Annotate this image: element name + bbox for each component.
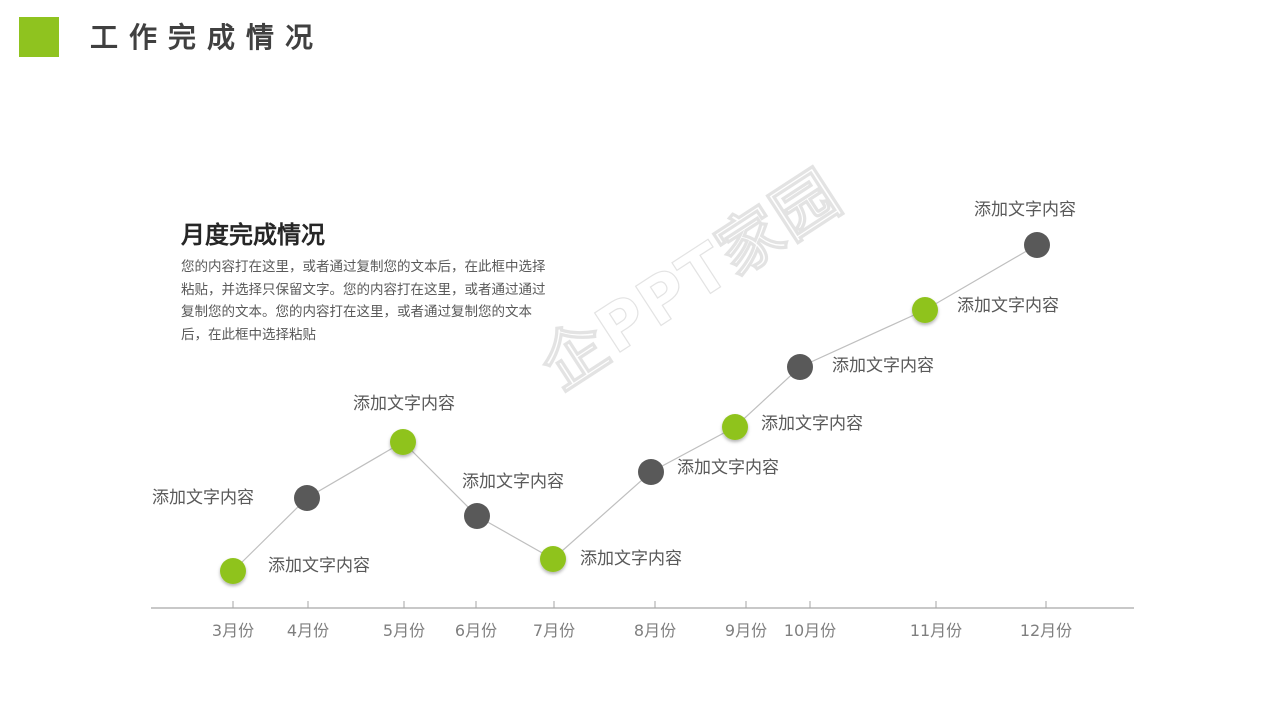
description-body: 您的内容打在这里，或者通过复制您的文本后，在此框中选择粘贴，并选择只保留文字。您… [181, 259, 546, 343]
series-line [232, 244, 1038, 572]
x-axis-tick-label: 9月份 [724, 621, 768, 640]
data-point-8-month [638, 459, 664, 485]
x-axis-tick-label: 4月份 [286, 621, 330, 640]
data-point-12-month [1024, 232, 1050, 258]
data-point-3-month [220, 558, 246, 584]
data-point-11-month [912, 297, 938, 323]
data-point-label: 添加文字内容 [677, 458, 779, 478]
data-point-label: 添加文字内容 [152, 488, 254, 508]
data-point-4-month [294, 485, 320, 511]
description-title: 月度完成情况 [181, 221, 325, 249]
x-axis-ticks [232, 601, 1047, 608]
page-title: 工作完成情况 [90, 21, 325, 54]
x-axis-tick-label: 3月份 [211, 621, 255, 640]
data-point-label: 添加文字内容 [761, 414, 863, 434]
header-accent-square [19, 17, 59, 57]
data-point-label: 添加文字内容 [353, 394, 455, 414]
x-axis-tick-label: 6月份 [454, 621, 498, 640]
data-point-9-month [722, 414, 748, 440]
data-point-6-month [464, 503, 490, 529]
data-point-label: 添加文字内容 [974, 200, 1076, 220]
x-axis-tick-label: 10月份 [783, 621, 837, 640]
x-axis-tick-label: 12月份 [1019, 621, 1073, 640]
data-point-label: 添加文字内容 [268, 556, 370, 576]
data-point-5-month [390, 429, 416, 455]
data-point-label: 添加文字内容 [462, 472, 564, 492]
x-axis-tick-label: 7月份 [532, 621, 576, 640]
data-point-label: 添加文字内容 [957, 296, 1059, 316]
data-point-10-month [787, 354, 813, 380]
x-axis-tick-label: 8月份 [633, 621, 677, 640]
x-axis-tick-label: 11月份 [909, 621, 963, 640]
data-point-7-month [540, 546, 566, 572]
data-point-label: 添加文字内容 [832, 356, 934, 376]
data-points [220, 232, 1050, 584]
data-point-label: 添加文字内容 [580, 549, 682, 569]
x-axis-tick-label: 5月份 [382, 621, 426, 640]
